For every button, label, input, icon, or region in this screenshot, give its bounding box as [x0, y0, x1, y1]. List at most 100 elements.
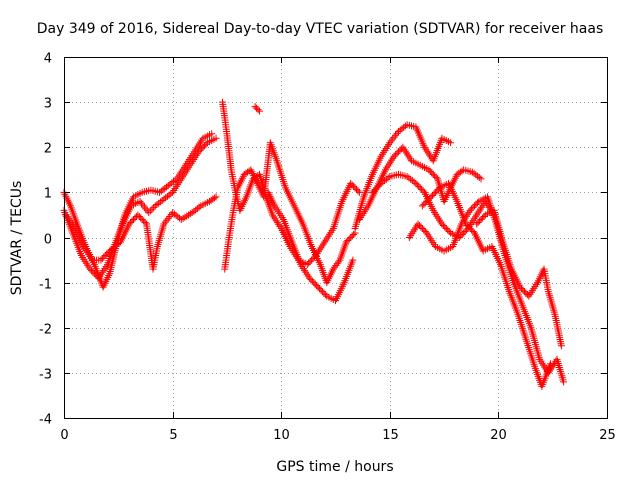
- data-point: [171, 176, 179, 184]
- data-point: [350, 182, 358, 190]
- data-point: [335, 258, 343, 266]
- data-point: [145, 209, 153, 217]
- data-point: [374, 182, 382, 190]
- series-track-8: [351, 121, 455, 232]
- series-track-10: [368, 170, 498, 241]
- data-point: [465, 223, 473, 231]
- data-point: [420, 226, 428, 234]
- data-point: [557, 342, 565, 350]
- data-point: [347, 179, 355, 187]
- x-tick-label: 20: [490, 428, 507, 443]
- data-point: [128, 217, 136, 225]
- data-point: [468, 226, 476, 234]
- data-point: [202, 140, 210, 148]
- data-point: [472, 200, 480, 208]
- data-point: [181, 213, 189, 221]
- data-point: [179, 214, 187, 222]
- data-point: [444, 226, 452, 234]
- data-point: [423, 197, 431, 205]
- data-point: [350, 230, 358, 238]
- data-point: [195, 148, 203, 156]
- data-point: [198, 145, 206, 153]
- data-point: [477, 215, 485, 223]
- data-point: [333, 260, 341, 268]
- data-point: [130, 215, 138, 223]
- y-tick-label: 4: [44, 52, 52, 67]
- x-tick-label: 10: [273, 428, 290, 443]
- data-point: [474, 218, 482, 226]
- data-point: [208, 130, 216, 138]
- data-point: [308, 256, 316, 264]
- data-point: [373, 184, 381, 192]
- data-point: [321, 291, 329, 299]
- data-point: [394, 148, 402, 156]
- data-point: [518, 285, 526, 293]
- data-point: [424, 196, 432, 204]
- data-point: [466, 206, 474, 214]
- data-point: [254, 106, 262, 114]
- data-point: [331, 263, 339, 271]
- data-point: [480, 212, 488, 220]
- data-point: [186, 210, 194, 218]
- data-point: [462, 220, 470, 228]
- data-point: [466, 224, 474, 232]
- data-point: [303, 261, 311, 269]
- data-point: [469, 203, 477, 211]
- data-point: [310, 279, 318, 287]
- data-point: [329, 265, 337, 273]
- data-point: [471, 202, 479, 210]
- data-point: [428, 169, 436, 177]
- data-point: [89, 268, 97, 276]
- data-point: [316, 285, 324, 293]
- data-point: [439, 221, 447, 229]
- data-point: [370, 187, 378, 195]
- data-point: [520, 288, 528, 296]
- data-point: [418, 185, 426, 193]
- data-point: [355, 188, 363, 196]
- data-point: [195, 203, 203, 211]
- data-point: [348, 232, 356, 240]
- data-point: [429, 170, 437, 178]
- data-point: [401, 122, 409, 130]
- data-point: [107, 246, 115, 254]
- data-point: [212, 193, 220, 201]
- data-point: [349, 256, 357, 264]
- data-point: [419, 187, 427, 195]
- data-point: [441, 223, 449, 231]
- y-tick-label: -3: [39, 368, 52, 383]
- chart-title: Day 349 of 2016, Sidereal Day-to-day VTE…: [37, 21, 604, 37]
- data-point: [183, 212, 191, 220]
- y-tick-label: -4: [39, 413, 52, 428]
- y-tick-label: 1: [44, 187, 52, 202]
- data-point: [344, 237, 352, 245]
- data-point: [347, 234, 355, 241]
- data-point: [320, 289, 328, 297]
- data-point: [306, 258, 314, 266]
- data-point: [416, 184, 424, 192]
- data-point: [308, 277, 316, 285]
- data-point: [410, 178, 418, 186]
- series-track-4: [219, 98, 363, 269]
- data-point: [473, 220, 481, 228]
- data-point: [415, 182, 423, 190]
- data-point: [311, 280, 319, 288]
- data-point: [463, 221, 471, 229]
- data-point: [106, 247, 114, 255]
- data-point: [426, 167, 434, 175]
- data-point: [431, 188, 439, 196]
- data-point: [425, 166, 433, 174]
- x-tick-label: 15: [382, 428, 399, 443]
- data-point: [516, 283, 524, 291]
- data-point: [421, 199, 429, 207]
- data-point: [476, 217, 484, 225]
- data-point: [429, 191, 437, 199]
- data-point: [251, 103, 259, 111]
- data-point: [412, 179, 420, 187]
- data-point: [98, 255, 106, 263]
- data-point: [468, 205, 476, 213]
- data-point: [438, 220, 446, 228]
- data-point: [185, 211, 193, 219]
- x-axis-label: GPS time / hours: [276, 459, 393, 475]
- data-point: [477, 175, 485, 183]
